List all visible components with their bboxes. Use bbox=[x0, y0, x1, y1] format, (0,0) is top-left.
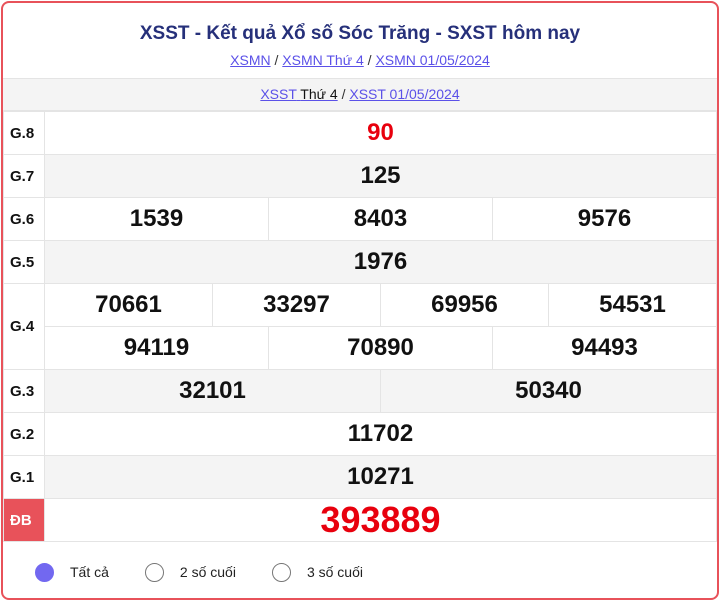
prize-value: 10271 bbox=[44, 455, 717, 499]
prize-value: 70890 bbox=[268, 326, 493, 370]
prize-value: 11702 bbox=[44, 412, 717, 456]
link-xsst-thu4[interactable]: XSST Thứ 4 bbox=[260, 86, 337, 102]
radio-icon[interactable] bbox=[271, 562, 291, 582]
prize-label: G.1 bbox=[3, 455, 45, 499]
special-prize-value: 393889 bbox=[44, 498, 717, 542]
row-g1: G.1 10271 bbox=[3, 455, 717, 499]
breadcrumb-xsmn-date[interactable]: XSMN 01/05/2024 bbox=[375, 52, 490, 68]
link-text: Thứ 4 bbox=[300, 86, 338, 102]
prize-value: 125 bbox=[44, 154, 717, 198]
row-g6: G.6 1539 8403 9576 bbox=[3, 197, 717, 241]
prize-value: 33297 bbox=[212, 283, 381, 327]
prize-value: 1539 bbox=[44, 197, 269, 241]
prize-label: G.7 bbox=[3, 154, 45, 198]
breadcrumb-xsmn[interactable]: XSMN bbox=[230, 52, 271, 68]
row-g4b: 94119 70890 94493 bbox=[4, 326, 717, 370]
prize-value: 70661 bbox=[44, 283, 213, 327]
prize-value: 50340 bbox=[380, 369, 717, 413]
prize-label: ĐB bbox=[3, 498, 45, 542]
breadcrumb: XSMN / XSMN Thứ 4 / XSMN 01/05/2024 bbox=[230, 52, 490, 68]
filter-last-2[interactable]: 2 số cuối bbox=[144, 562, 236, 582]
prize-value: 1976 bbox=[44, 240, 717, 284]
prize-label: G.3 bbox=[3, 369, 45, 413]
display-filter: Tất cả 2 số cuối 3 số cuối bbox=[3, 542, 717, 598]
prize-label: G.2 bbox=[3, 412, 45, 456]
prize-label: G.4 bbox=[3, 283, 45, 370]
prize-value: 54531 bbox=[548, 283, 717, 327]
results-table: G.8 90 G.7 125 G.6 1539 8403 9576 G.5 1976 G.4… bbox=[3, 111, 717, 542]
prize-value: 32101 bbox=[44, 369, 381, 413]
prize-value: 94493 bbox=[492, 326, 717, 370]
radio-icon[interactable] bbox=[144, 562, 164, 582]
row-g8: G.8 90 bbox=[3, 111, 717, 155]
filter-label: Tất cả bbox=[70, 564, 109, 580]
prize-value: 9576 bbox=[492, 197, 717, 241]
filter-label: 3 số cuối bbox=[306, 564, 363, 580]
row-g3: G.3 32101 50340 bbox=[3, 369, 717, 413]
prize-label: G.8 bbox=[3, 111, 45, 155]
row-g7: G.7 125 bbox=[3, 154, 717, 198]
prize-value: 69956 bbox=[380, 283, 549, 327]
sub-nav: XSST Thứ 4 / XSST 01/05/2024 bbox=[3, 79, 717, 111]
prize-value: 8403 bbox=[268, 197, 493, 241]
filter-label: 2 số cuối bbox=[179, 564, 236, 580]
row-g2: G.2 11702 bbox=[3, 412, 717, 456]
row-g5: G.5 1976 bbox=[3, 240, 717, 284]
filter-all[interactable]: Tất cả bbox=[35, 562, 109, 582]
prize-label: G.5 bbox=[3, 240, 45, 284]
breadcrumb-xsmn-thu4[interactable]: XSMN Thứ 4 bbox=[282, 52, 364, 68]
page-title: XSST - Kết quả Xổ số Sóc Trăng - SXST hô… bbox=[139, 23, 581, 44]
prize-label: G.6 bbox=[3, 197, 45, 241]
row-db: ĐB 393889 bbox=[3, 498, 717, 542]
row-g4: G.4 70661 33297 69956 54531 bbox=[3, 283, 717, 370]
header: XSST - Kết quả Xổ số Sóc Trăng - SXST hô… bbox=[3, 3, 717, 79]
link-xsst-date[interactable]: XSST 01/05/2024 bbox=[349, 86, 460, 102]
prize-value: 90 bbox=[44, 111, 717, 155]
link-text: XSST bbox=[260, 86, 297, 102]
filter-last-3[interactable]: 3 số cuối bbox=[271, 562, 363, 582]
radio-selected-icon[interactable] bbox=[35, 562, 54, 582]
prize-value: 94119 bbox=[44, 326, 269, 370]
